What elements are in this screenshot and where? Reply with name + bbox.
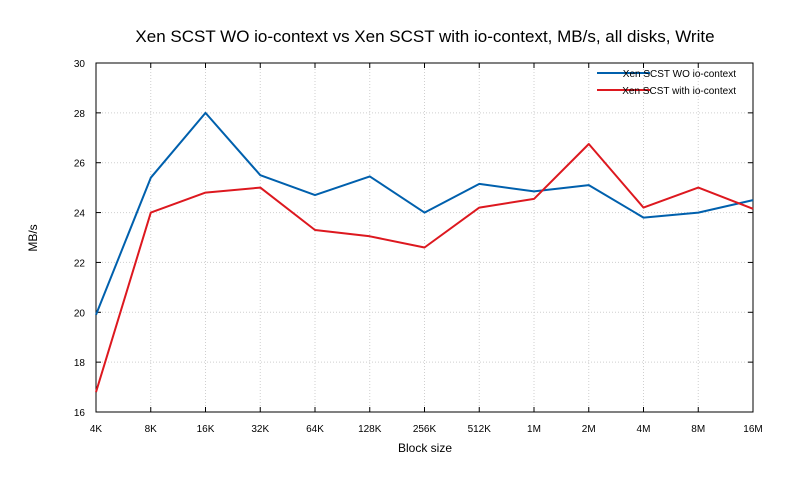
x-tick-label: 32K bbox=[251, 424, 269, 435]
x-tick-label: 128K bbox=[358, 424, 382, 435]
y-tick-label: 20 bbox=[74, 308, 86, 319]
y-tick-label: 28 bbox=[74, 109, 86, 120]
x-tick-label: 2M bbox=[582, 424, 596, 435]
y-tick-label: 18 bbox=[74, 358, 86, 369]
series-lines bbox=[95, 111, 754, 393]
y-tick-label: 30 bbox=[74, 59, 86, 70]
x-tick-label: 8M bbox=[691, 424, 705, 435]
legend: Xen SCST WO io-context Xen SCST with io-c… bbox=[597, 69, 736, 97]
legend-label-2: Xen SCST with io-context bbox=[622, 86, 736, 97]
y-tick-label: 24 bbox=[74, 209, 86, 220]
x-tick-label: 8K bbox=[145, 424, 158, 435]
axes: 16 18 20 22 24 26 28 30 4K 8K 16K 32K 64K 128K 256K 512… bbox=[74, 59, 763, 435]
series-line-1 bbox=[95, 111, 754, 316]
x-tick-label: 64K bbox=[306, 424, 324, 435]
series-line-2 bbox=[95, 143, 754, 393]
plot-frame bbox=[95, 62, 754, 413]
x-tick-label: 4K bbox=[90, 424, 103, 435]
x-axis-label: Block size bbox=[398, 441, 452, 455]
y-tick-label: 16 bbox=[74, 408, 86, 419]
chart-title: Xen SCST WO io-context vs Xen SCST with … bbox=[135, 27, 714, 46]
y-tick-label: 22 bbox=[74, 258, 86, 269]
grid bbox=[95, 62, 754, 413]
y-axis-label: MB/s bbox=[26, 224, 40, 251]
x-tick-label: 256K bbox=[413, 424, 437, 435]
x-tick-label: 16M bbox=[743, 424, 762, 435]
x-tick-label: 16K bbox=[197, 424, 215, 435]
legend-label-1: Xen SCST WO io-context bbox=[623, 69, 736, 80]
x-tick-label: 1M bbox=[527, 424, 541, 435]
x-tick-label: 512K bbox=[468, 424, 492, 435]
y-tick-label: 26 bbox=[74, 159, 86, 170]
x-tick-label: 4M bbox=[637, 424, 651, 435]
